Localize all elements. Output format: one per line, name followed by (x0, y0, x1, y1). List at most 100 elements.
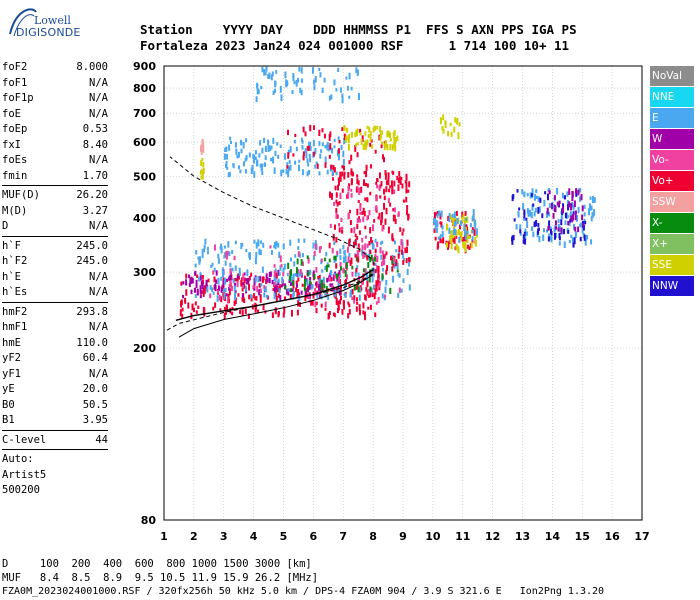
data-point (278, 288, 281, 293)
data-point (362, 273, 365, 281)
data-point (328, 134, 331, 141)
data-point (380, 217, 383, 223)
data-point (358, 216, 361, 223)
data-point (463, 223, 466, 231)
data-point (282, 169, 285, 173)
data-point (201, 248, 204, 253)
data-point (336, 214, 339, 219)
data-point (221, 267, 224, 272)
data-point (583, 204, 586, 209)
data-point (303, 238, 306, 243)
data-point (200, 280, 203, 286)
data-point (213, 276, 216, 283)
data-point (381, 130, 384, 135)
data-point (229, 282, 232, 287)
data-point (328, 258, 331, 263)
data-point (567, 229, 570, 234)
logo-text-lowell: Lowell (34, 14, 71, 27)
data-point (535, 219, 538, 227)
data-point (258, 283, 261, 287)
data-point (340, 266, 343, 271)
data-point (283, 263, 286, 270)
data-point (384, 170, 387, 176)
data-point (560, 227, 563, 234)
data-point (353, 284, 356, 291)
data-point (374, 269, 377, 274)
data-point (384, 253, 387, 259)
data-point (358, 286, 361, 293)
param-label: h`F2 (2, 255, 28, 267)
data-point (348, 160, 351, 165)
data-point (363, 171, 366, 175)
data-point (280, 169, 283, 177)
data-point (357, 272, 360, 276)
data-point (212, 306, 215, 311)
data-point (383, 195, 386, 201)
data-point (312, 151, 315, 157)
data-point (301, 283, 304, 287)
auto-label: Auto: (2, 452, 108, 468)
data-point (336, 307, 339, 314)
data-point (379, 195, 382, 199)
data-point (248, 283, 251, 291)
data-point (233, 293, 236, 300)
data-point (200, 290, 203, 295)
data-point (398, 171, 401, 177)
data-point (333, 272, 336, 277)
data-point (393, 137, 396, 142)
data-point (375, 301, 378, 305)
data-point (277, 154, 280, 159)
data-point (447, 241, 450, 248)
data-point (292, 73, 295, 79)
data-point (345, 76, 348, 80)
data-point (234, 277, 237, 282)
header-cell: DDD (313, 22, 336, 37)
legend-item: E (650, 108, 694, 128)
data-point (276, 285, 279, 293)
data-point (463, 244, 466, 249)
data-point (234, 265, 237, 271)
data-point (347, 301, 350, 305)
data-point (571, 191, 574, 198)
data-point (364, 294, 367, 300)
data-point (588, 207, 591, 211)
data-point (263, 162, 266, 167)
data-point (385, 207, 388, 215)
data-point (180, 300, 183, 305)
data-point (333, 138, 336, 143)
param-row: foF1 N/A (2, 76, 108, 92)
data-point (402, 199, 405, 203)
data-point (568, 220, 571, 226)
data-point (220, 243, 223, 249)
data-point (228, 251, 231, 257)
data-point (290, 288, 293, 293)
data-point (537, 228, 540, 235)
data-point (222, 277, 225, 282)
data-point (372, 127, 375, 133)
header-cell: Station (140, 22, 193, 37)
data-point (312, 242, 315, 249)
data-point (241, 309, 244, 317)
param-row: foEs N/A (2, 153, 108, 169)
data-point (388, 188, 391, 193)
data-point (231, 249, 234, 255)
data-point (285, 79, 288, 86)
data-point (324, 307, 327, 311)
data-point (240, 279, 243, 287)
data-point (321, 87, 324, 94)
data-point (206, 250, 209, 255)
data-point (377, 265, 380, 273)
data-point (224, 308, 227, 315)
data-point (366, 125, 369, 129)
data-point (256, 87, 259, 95)
data-point (215, 270, 218, 276)
data-point (337, 180, 340, 186)
data-point (312, 270, 315, 274)
x-tick-label: 9 (399, 530, 407, 543)
data-point (526, 221, 529, 229)
data-point (341, 93, 344, 99)
data-point (313, 79, 316, 85)
data-point (373, 293, 376, 300)
data-point (182, 281, 185, 285)
data-point (280, 263, 283, 268)
